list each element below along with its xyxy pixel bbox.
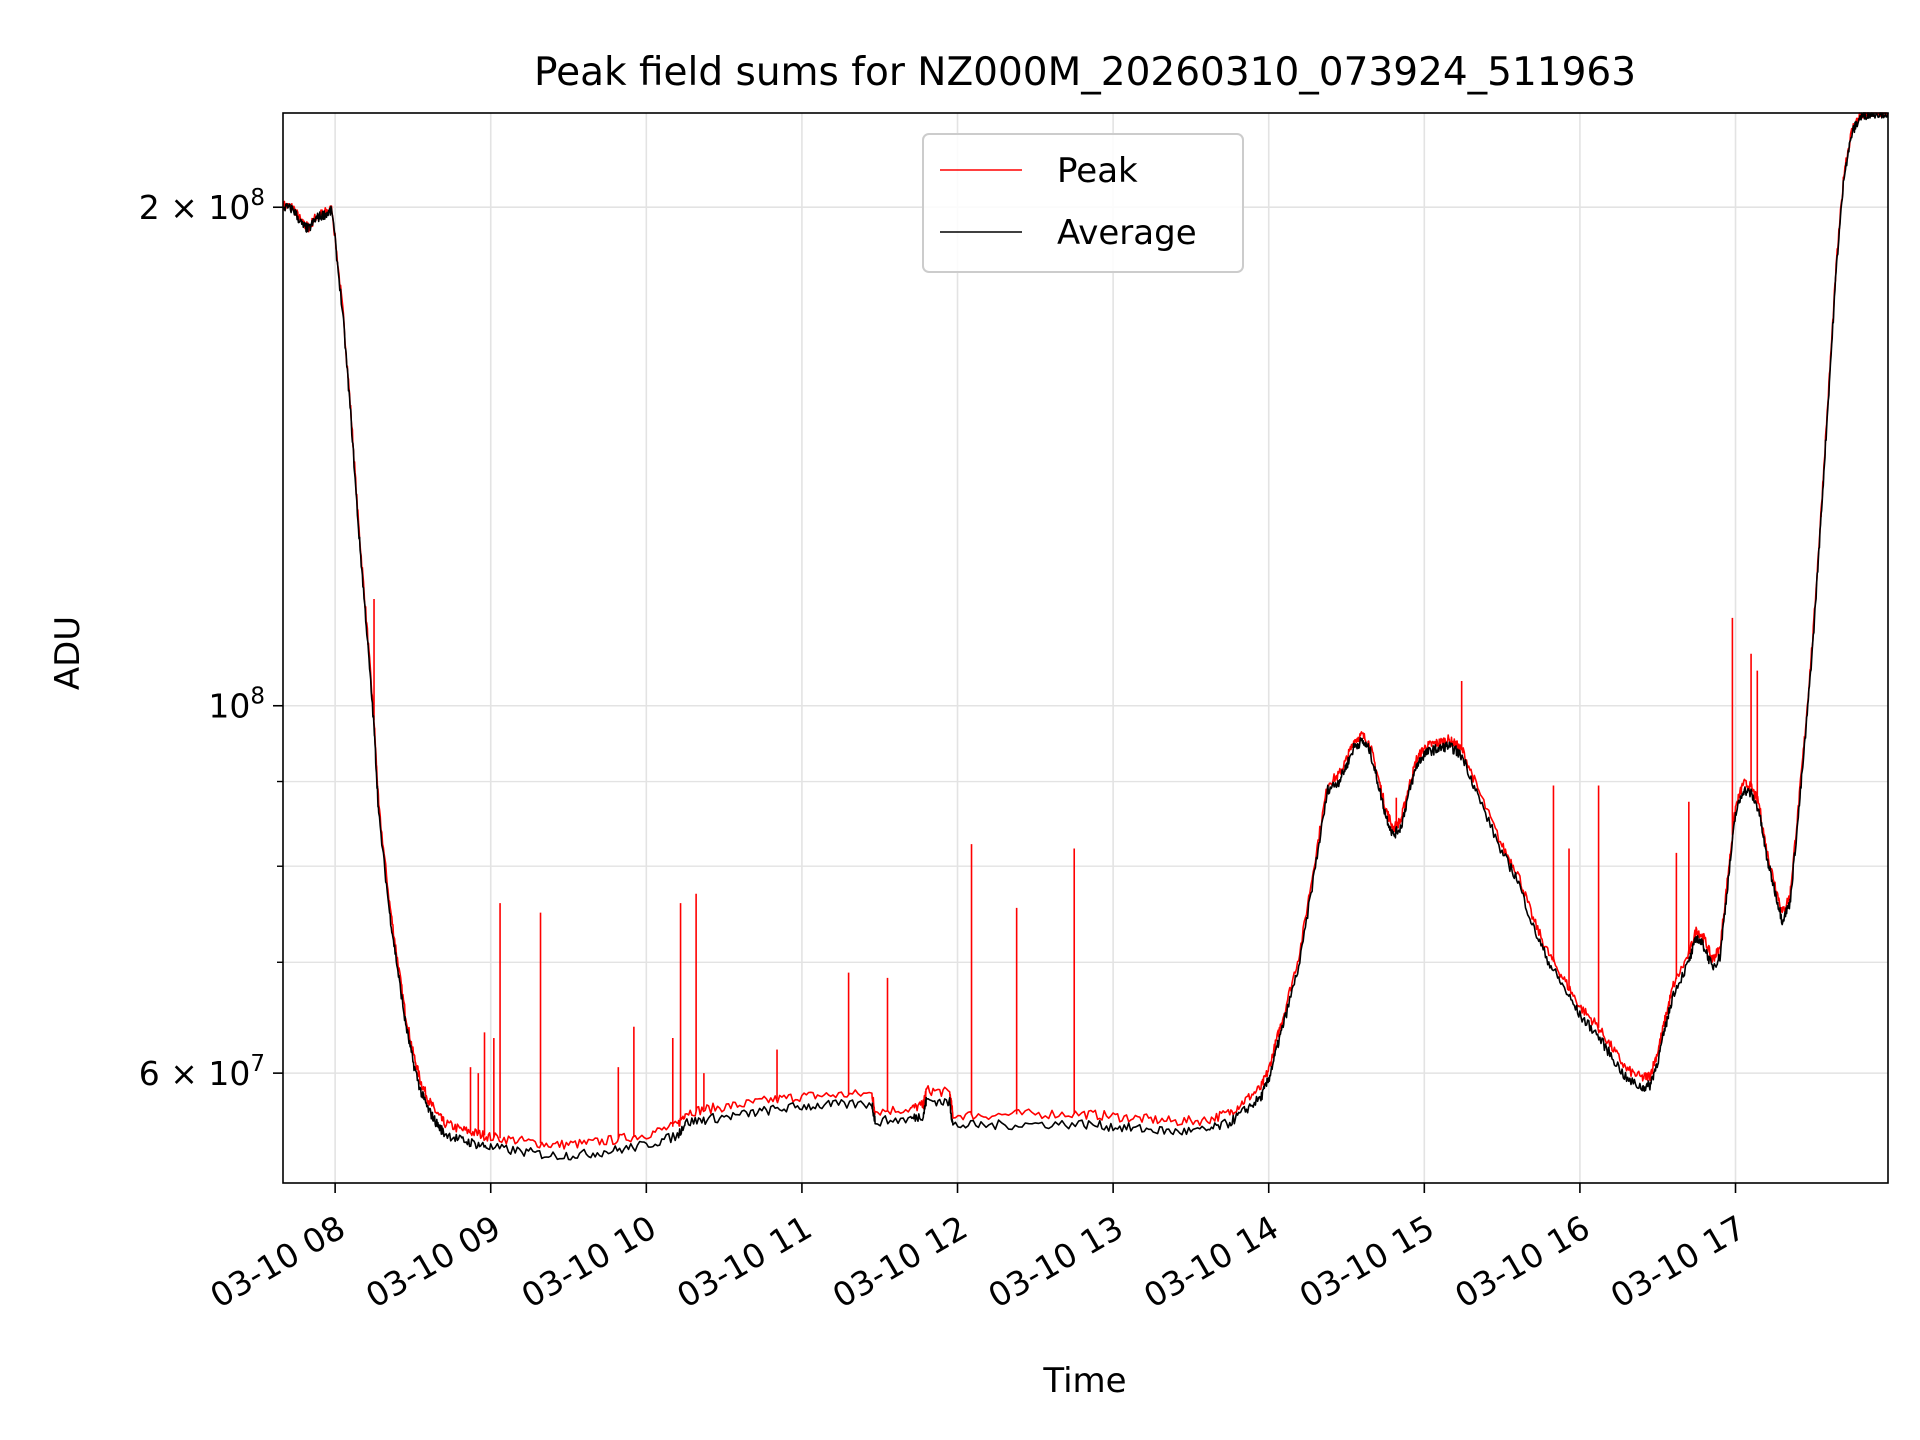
legend: Peak Average [922,133,1244,273]
series-line-average [283,112,1889,1161]
series-layer [283,112,1889,1161]
plot-frame [282,112,1889,1184]
legend-label-peak: Peak [1057,151,1138,191]
y-axis-label: ADU [48,616,88,690]
chart-title: Peak field sums for NZ000M_20260310_0739… [534,50,1636,95]
y-tick-label: 108 [208,684,265,726]
legend-label-average: Average [1057,213,1197,253]
legend-box [922,133,1244,273]
y-tick-label: 6 × 107 [139,1051,265,1093]
y-tick-label: 2 × 108 [139,185,265,227]
x-axis-label: Time [1042,1361,1126,1401]
